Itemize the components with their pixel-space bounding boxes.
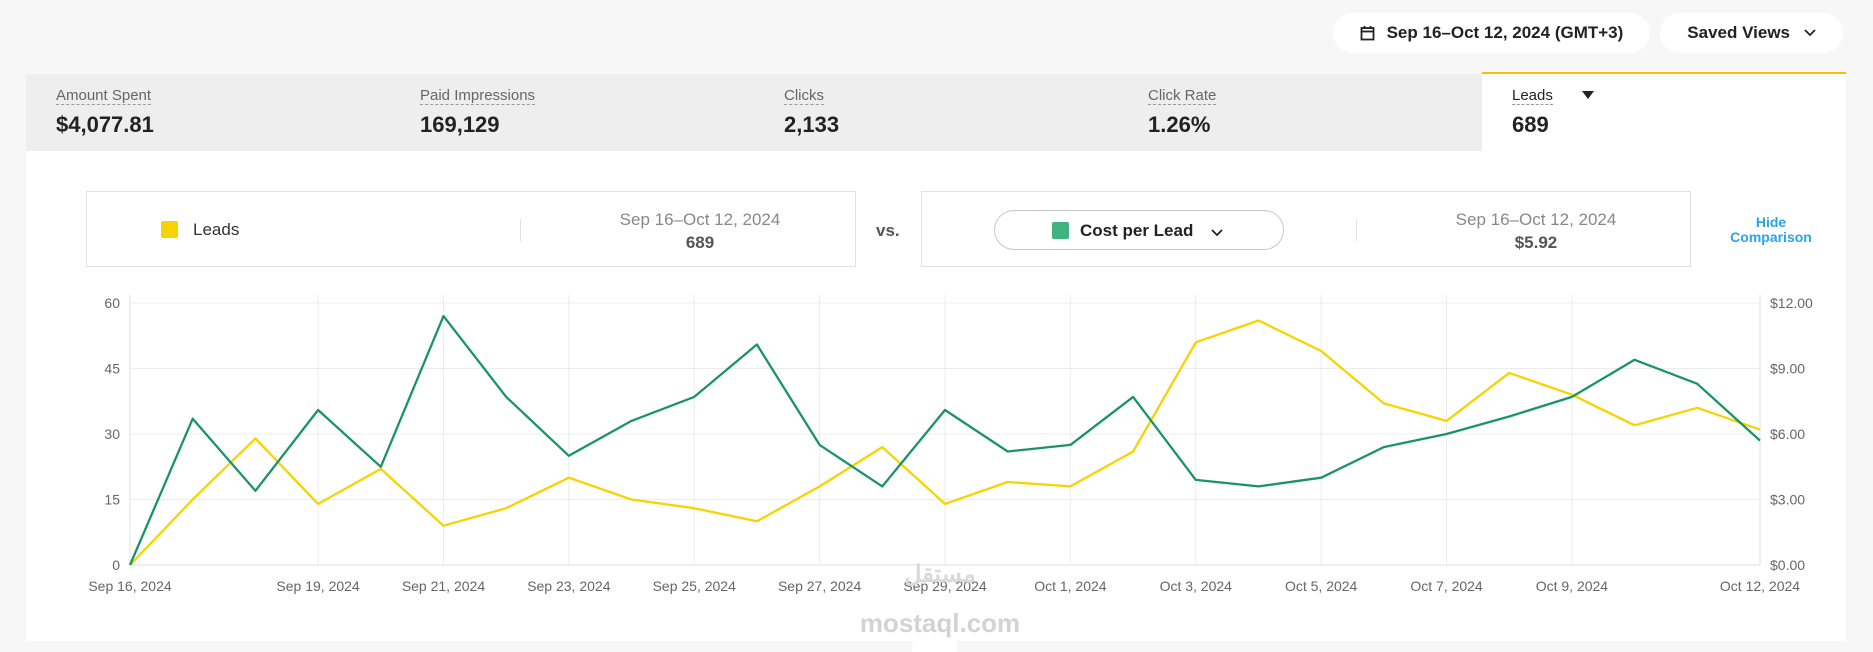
metric-amount-spent[interactable]: Amount Spent $4,077.81 [26,74,390,151]
secondary-date-range: Sep 16–Oct 12, 2024 [1455,210,1617,229]
metric-label: Leads [1512,87,1553,105]
watermark-logo: مستقل [904,561,976,588]
cost-per-lead-swatch [1052,222,1069,239]
comparison-label: Comparison [1730,229,1812,245]
primary-metric-box: Leads Sep 16–Oct 12, 2024 689 [86,191,856,267]
metric-label: Paid Impressions [420,87,536,105]
primary-metric-label: Leads [193,220,240,239]
metric-label: Click Rate [1148,87,1217,105]
metric-value: 169,129 [420,112,500,137]
secondary-value: $5.92 [1514,233,1558,252]
metric-value: 2,133 [784,112,840,137]
calendar-icon [1360,25,1375,41]
chevron-down-icon [1211,224,1223,242]
scroll-handle[interactable] [912,641,957,652]
metric-click-rate[interactable]: Click Rate 1.26% [1118,74,1482,151]
watermark-text: mostaql.com [859,608,1021,638]
primary-value: 689 [685,233,715,252]
secondary-metric-box: Cost per Lead Sep 16–Oct 12, 2024 $5.92 [921,191,1691,267]
date-range-button[interactable]: Sep 16–Oct 12, 2024 (GMT+3) [1332,13,1651,53]
metrics-bar: Amount Spent $4,077.81 Paid Impressions … [26,72,1846,154]
hide-comparison-link[interactable]: Hide Comparison [1716,215,1826,245]
metric-clicks[interactable]: Clicks 2,133 [754,74,1118,151]
secondary-metric-label: Cost per Lead [1080,221,1194,240]
metric-leads[interactable]: Leads 689 [1482,72,1846,154]
top-bar: Sep 16–Oct 12, 2024 (GMT+3) Saved Views [1332,13,1843,53]
saved-views-label: Saved Views [1687,23,1790,42]
leads-swatch [161,221,178,238]
metric-paid-impressions[interactable]: Paid Impressions 169,129 [390,74,754,151]
metric-value: 689 [1512,112,1549,137]
divider [520,219,521,241]
metric-value: $4,077.81 [56,112,154,137]
metric-label: Amount Spent [56,87,152,105]
primary-date-range: Sep 16–Oct 12, 2024 [619,210,781,229]
metric-label: Clicks [784,87,824,105]
hide-label: Hide [1755,214,1787,230]
chevron-down-icon [1804,29,1816,37]
vs-label: vs. [876,221,900,240]
date-range-label: Sep 16–Oct 12, 2024 (GMT+3) [1386,23,1624,42]
metric-value: 1.26% [1148,112,1211,137]
divider [1356,219,1357,241]
caret-down-icon[interactable] [1582,91,1594,99]
saved-views-button[interactable]: Saved Views [1660,13,1843,53]
cost-per-lead-select[interactable]: Cost per Lead [994,210,1284,250]
